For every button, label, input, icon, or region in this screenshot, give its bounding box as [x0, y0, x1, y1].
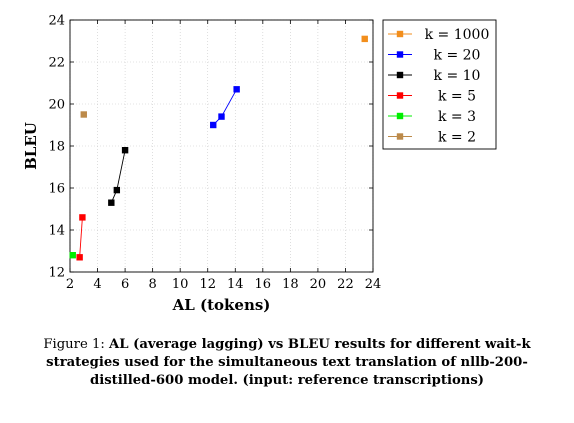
- x-tick-label: 6: [121, 277, 129, 292]
- x-tick-label: 22: [337, 277, 354, 292]
- x-tick-label: 10: [172, 277, 189, 292]
- legend-label: k = 20: [434, 48, 481, 64]
- y-tick-label: 24: [48, 14, 65, 29]
- data-point: [80, 111, 87, 118]
- data-point: [69, 252, 76, 259]
- legend-label: k = 1000: [425, 27, 490, 43]
- data-point: [76, 254, 83, 261]
- y-tick-label: 20: [48, 98, 65, 113]
- legend-swatch-marker: [396, 30, 404, 38]
- x-tick-label: 16: [255, 277, 272, 292]
- caption-lead: Figure 1:: [43, 337, 105, 352]
- x-tick-label: 14: [227, 277, 244, 292]
- y-axis-title: BLEU: [22, 122, 40, 170]
- legend-label: k = 2: [438, 130, 476, 146]
- legend-swatch-marker: [396, 71, 404, 79]
- y-tick-label: 16: [48, 182, 65, 197]
- data-point: [233, 86, 240, 93]
- y-tick-label: 14: [48, 224, 65, 239]
- y-tick-label: 18: [48, 140, 65, 155]
- legend-swatch-marker: [396, 92, 404, 99]
- x-axis-title: AL (tokens): [172, 296, 271, 314]
- x-tick-label: 12: [199, 277, 216, 292]
- data-point: [79, 214, 86, 221]
- series-line: [110, 150, 126, 203]
- x-tick-label: 24: [365, 277, 382, 292]
- legend-swatch-marker: [396, 133, 404, 140]
- chart-figure: 2 4 6 8 10 12 14 16 18 20 22 24 12 14 16 18 20 22 24 AL (to…: [22, 14, 497, 314]
- series-line: [79, 217, 83, 258]
- data-point: [361, 35, 368, 43]
- series-line: [212, 89, 238, 126]
- x-tick-label: 8: [148, 277, 156, 292]
- legend-label: k = 5: [438, 89, 476, 105]
- figure-caption: Figure 1: AL (average lagging) vs BLEU r…: [22, 336, 552, 390]
- legend-swatch-marker: [396, 112, 404, 120]
- x-tick-label: 18: [282, 277, 299, 292]
- legend-swatch-marker: [396, 51, 404, 58]
- x-tick-label: 2: [66, 277, 74, 292]
- data-point: [210, 121, 217, 129]
- legend-label: k = 3: [438, 109, 476, 125]
- x-tick-label: 4: [93, 277, 101, 292]
- caption-text: AL (average lagging) vs BLEU results for…: [46, 337, 531, 388]
- y-tick-label: 22: [48, 56, 65, 71]
- data-point: [113, 186, 121, 194]
- legend-label: k = 10: [434, 68, 481, 84]
- x-tick-label: 20: [310, 277, 327, 292]
- y-tick-label: 12: [48, 266, 65, 281]
- data-point: [121, 147, 129, 154]
- data-point: [108, 199, 115, 206]
- data-point: [218, 113, 225, 120]
- legend-box: [382, 19, 497, 150]
